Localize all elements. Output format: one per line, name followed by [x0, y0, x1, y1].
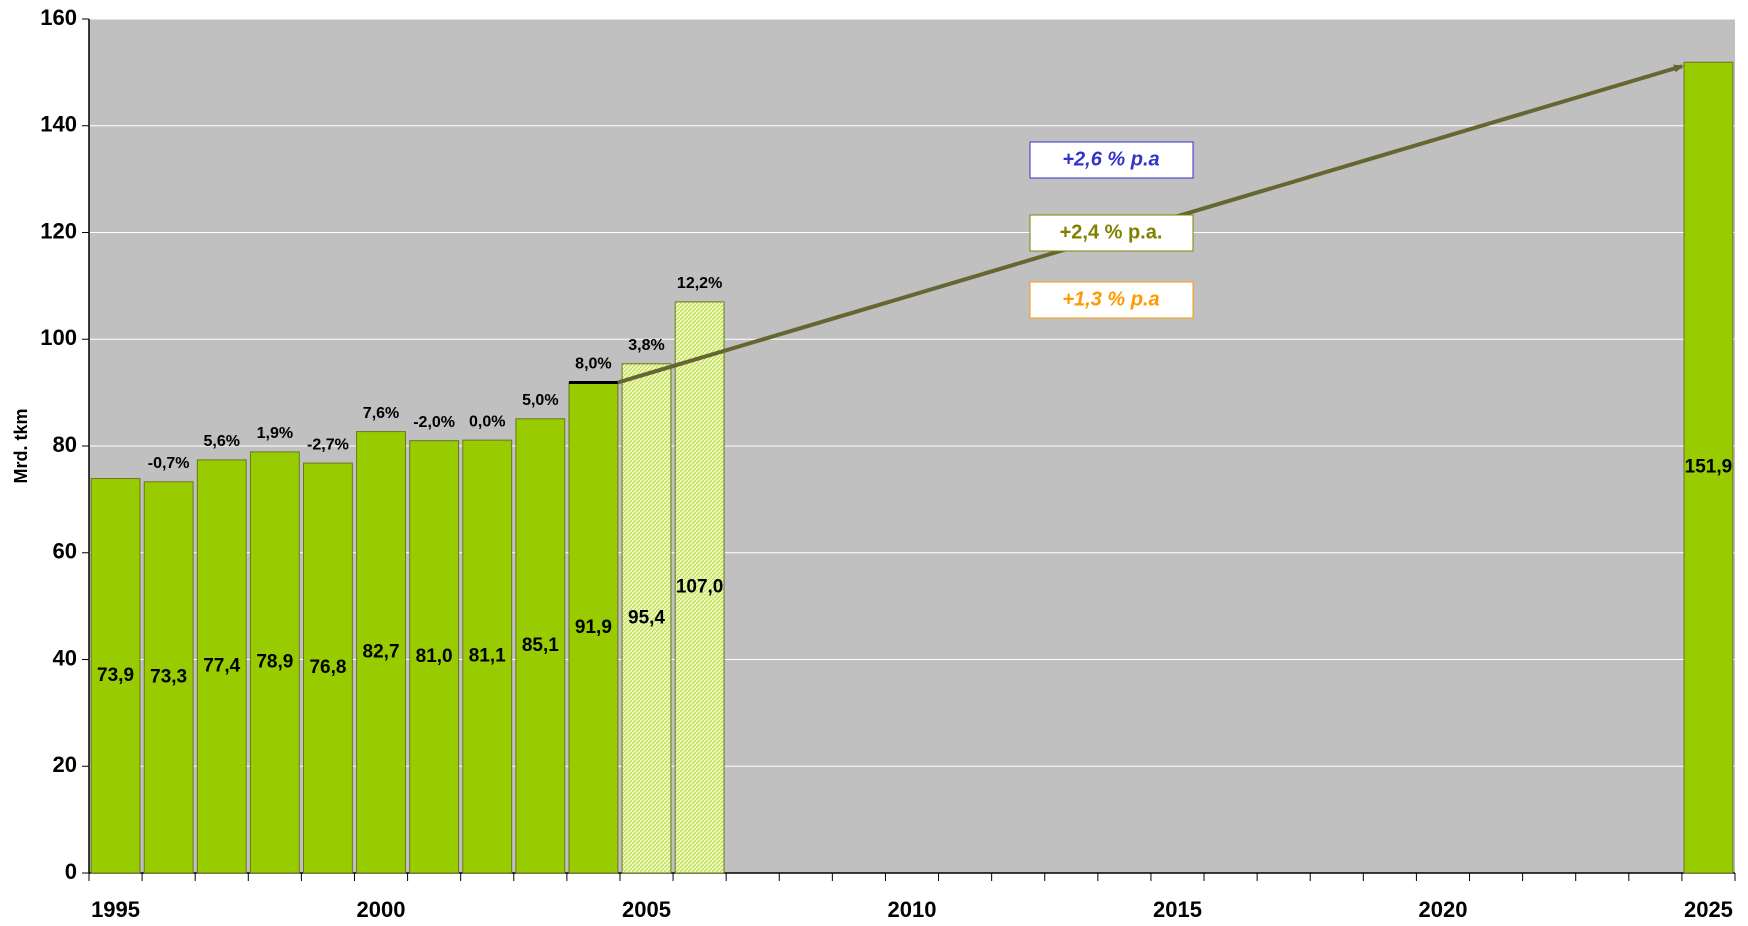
bar: [249, 451, 300, 874]
bar: [356, 431, 406, 874]
annotation: +2,4 % p.a.: [1029, 214, 1194, 252]
y-tick-label: 0: [65, 859, 77, 884]
growth-label: -2,0%: [413, 414, 455, 431]
value-label: 85,1: [522, 635, 559, 656]
value-label: 73,9: [97, 665, 134, 686]
annotation-box: [1029, 214, 1194, 252]
value-label: 73,3: [150, 666, 187, 687]
bar: [1683, 61, 1734, 874]
growth-label: 12,2%: [677, 275, 722, 292]
x-tick-label: 2020: [1418, 897, 1467, 922]
value-label: 77,4: [203, 655, 240, 676]
growth-label: 5,0%: [522, 392, 558, 409]
y-tick-label: 100: [40, 325, 77, 350]
value-label: 81,0: [416, 646, 453, 667]
bar: [621, 363, 672, 874]
growth-label: -2,7%: [307, 436, 349, 453]
value-label: 95,4: [628, 607, 665, 628]
bar: [143, 481, 194, 874]
value-label: 91,9: [575, 617, 612, 638]
x-tick-label: 2010: [888, 897, 937, 922]
bar: [303, 462, 353, 874]
y-tick-label: 40: [53, 645, 77, 670]
growth-label: 3,8%: [628, 337, 664, 354]
y-axis-label: Mrd. tkm: [11, 408, 31, 483]
bar: [674, 301, 725, 874]
x-tick-label: 1995: [91, 897, 140, 922]
growth-label: -0,7%: [148, 455, 190, 472]
value-label: 82,7: [363, 641, 400, 662]
bar: [409, 440, 460, 874]
value-label: 151,9: [1685, 457, 1733, 478]
bar: [462, 439, 513, 874]
annotation: +1,3 % p.a: [1029, 281, 1194, 319]
value-label: 81,1: [469, 646, 506, 667]
bar: [196, 459, 247, 874]
y-tick-label: 20: [53, 752, 77, 777]
x-tick-label: 2015: [1153, 897, 1202, 922]
annotation-box: [1029, 281, 1194, 319]
bar: [568, 381, 619, 874]
annotation-text: +2,4 % p.a.: [1060, 221, 1163, 243]
value-label: 76,8: [309, 657, 346, 678]
y-tick-label: 120: [40, 218, 77, 243]
y-tick-label: 160: [40, 5, 77, 30]
annotation: +2,6 % p.a: [1029, 141, 1194, 179]
annotation-box: [1029, 141, 1194, 179]
growth-label: 7,6%: [363, 405, 399, 422]
y-tick-label: 60: [53, 539, 77, 564]
growth-label: 0,0%: [469, 413, 505, 430]
annotation-text: +1,3 % p.a: [1062, 288, 1159, 310]
y-tick-label: 80: [53, 432, 77, 457]
growth-label: 1,9%: [257, 425, 293, 442]
x-tick-label: 2025: [1684, 897, 1733, 922]
value-label: 78,9: [256, 651, 293, 672]
x-tick-label: 2000: [357, 897, 406, 922]
x-tick-label: 2005: [622, 897, 671, 922]
bar: [90, 478, 141, 874]
y-tick-label: 140: [40, 112, 77, 137]
annotation-text: +2,6 % p.a: [1062, 148, 1159, 170]
growth-label: 5,6%: [204, 433, 240, 450]
value-label: 107,0: [676, 576, 724, 597]
growth-label: 8,0%: [575, 356, 611, 373]
bar: [515, 418, 566, 874]
